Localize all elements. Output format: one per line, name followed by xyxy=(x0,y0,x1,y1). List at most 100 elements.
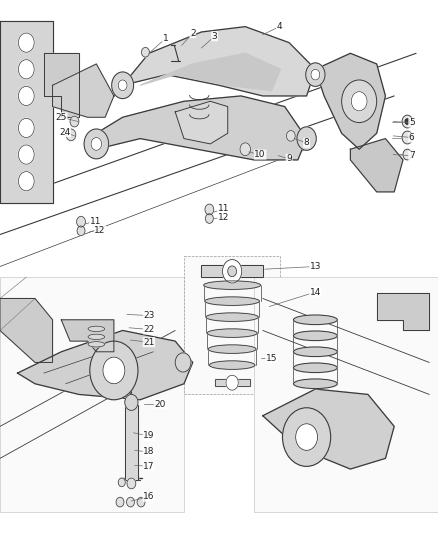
Circle shape xyxy=(403,149,412,160)
Ellipse shape xyxy=(293,363,337,373)
Ellipse shape xyxy=(209,361,255,369)
Circle shape xyxy=(18,172,34,191)
Circle shape xyxy=(405,119,410,124)
Circle shape xyxy=(306,63,325,86)
Text: 7: 7 xyxy=(409,151,415,160)
Circle shape xyxy=(118,478,125,487)
Circle shape xyxy=(118,80,127,91)
Circle shape xyxy=(205,214,213,223)
Circle shape xyxy=(226,375,238,390)
Circle shape xyxy=(18,86,34,106)
Circle shape xyxy=(228,266,237,277)
Circle shape xyxy=(112,72,134,99)
Polygon shape xyxy=(263,389,394,469)
Circle shape xyxy=(70,116,79,127)
Circle shape xyxy=(103,357,125,384)
Polygon shape xyxy=(140,53,280,91)
FancyBboxPatch shape xyxy=(254,277,438,512)
Circle shape xyxy=(342,80,377,123)
Polygon shape xyxy=(350,139,403,192)
Circle shape xyxy=(223,260,242,283)
Text: 11: 11 xyxy=(218,205,229,213)
FancyBboxPatch shape xyxy=(184,256,280,394)
Text: 24: 24 xyxy=(59,128,71,136)
Circle shape xyxy=(91,138,102,150)
Circle shape xyxy=(137,497,145,507)
Circle shape xyxy=(84,129,109,159)
Text: 12: 12 xyxy=(218,213,229,222)
Circle shape xyxy=(66,129,76,141)
Ellipse shape xyxy=(88,342,105,347)
Ellipse shape xyxy=(293,347,337,357)
Ellipse shape xyxy=(88,334,105,340)
Circle shape xyxy=(77,216,85,227)
Text: 20: 20 xyxy=(154,400,166,408)
Circle shape xyxy=(297,127,316,150)
Text: 12: 12 xyxy=(94,226,106,235)
Circle shape xyxy=(18,145,34,164)
Circle shape xyxy=(311,69,320,80)
Polygon shape xyxy=(53,64,114,117)
Circle shape xyxy=(286,131,295,141)
Text: 25: 25 xyxy=(56,113,67,122)
Polygon shape xyxy=(88,96,307,160)
Text: 3: 3 xyxy=(212,32,218,41)
Circle shape xyxy=(18,33,34,52)
Ellipse shape xyxy=(206,313,258,321)
Text: 11: 11 xyxy=(90,217,101,225)
Circle shape xyxy=(127,478,136,489)
Text: 16: 16 xyxy=(143,492,155,501)
Text: 18: 18 xyxy=(143,448,155,456)
Circle shape xyxy=(240,143,251,156)
Bar xyxy=(125,405,138,480)
Text: 19: 19 xyxy=(143,432,155,440)
Circle shape xyxy=(18,60,34,79)
Ellipse shape xyxy=(88,326,105,332)
Polygon shape xyxy=(0,298,53,362)
Ellipse shape xyxy=(207,329,257,337)
Circle shape xyxy=(77,226,85,236)
Text: 22: 22 xyxy=(143,325,155,334)
Text: 10: 10 xyxy=(254,150,266,159)
Text: 17: 17 xyxy=(143,462,155,471)
Circle shape xyxy=(351,92,367,111)
Circle shape xyxy=(283,408,331,466)
Ellipse shape xyxy=(208,345,256,353)
Bar xyxy=(201,265,263,277)
Bar xyxy=(215,379,250,386)
Text: 6: 6 xyxy=(409,133,415,142)
Circle shape xyxy=(116,497,124,507)
Circle shape xyxy=(141,47,149,57)
Text: 14: 14 xyxy=(310,288,321,296)
Text: 2: 2 xyxy=(190,29,195,37)
Ellipse shape xyxy=(293,331,337,341)
Polygon shape xyxy=(114,27,315,96)
Ellipse shape xyxy=(293,315,337,325)
Ellipse shape xyxy=(205,297,259,305)
Bar xyxy=(201,265,263,277)
Text: 13: 13 xyxy=(310,262,321,271)
Polygon shape xyxy=(315,53,385,149)
Text: 9: 9 xyxy=(286,155,292,163)
Text: 15: 15 xyxy=(266,354,277,362)
Circle shape xyxy=(296,424,318,450)
FancyBboxPatch shape xyxy=(0,277,184,512)
Circle shape xyxy=(402,131,413,144)
Text: 5: 5 xyxy=(409,118,415,127)
Circle shape xyxy=(127,497,134,507)
Bar xyxy=(215,379,250,386)
Polygon shape xyxy=(377,293,429,330)
Polygon shape xyxy=(44,53,79,117)
Text: 21: 21 xyxy=(143,338,155,346)
Text: 23: 23 xyxy=(143,311,155,320)
Circle shape xyxy=(90,341,138,400)
Text: 4: 4 xyxy=(277,22,282,31)
Circle shape xyxy=(402,115,413,128)
Ellipse shape xyxy=(204,281,261,289)
Circle shape xyxy=(18,118,34,138)
Polygon shape xyxy=(61,320,114,352)
Bar xyxy=(125,405,138,480)
Circle shape xyxy=(205,204,214,215)
Polygon shape xyxy=(18,330,193,400)
Text: 8: 8 xyxy=(304,139,310,147)
